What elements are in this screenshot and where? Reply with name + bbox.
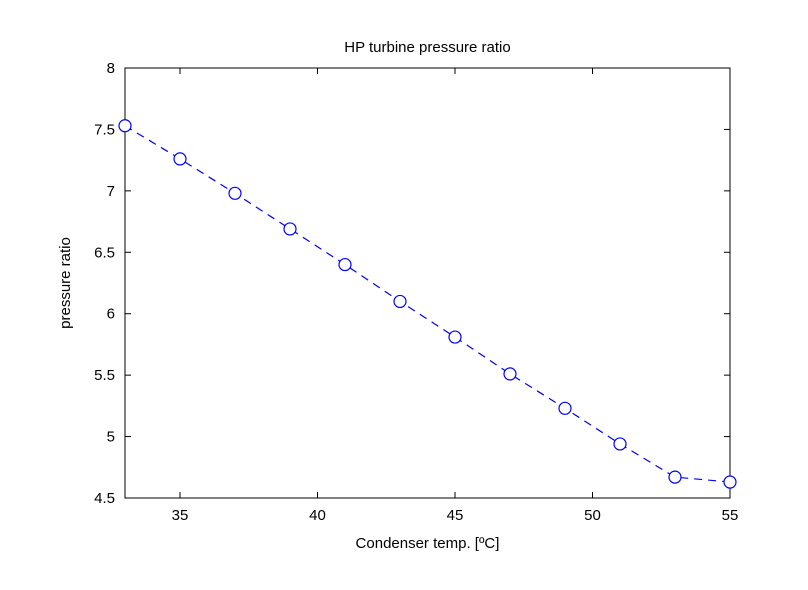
data-marker: [614, 438, 626, 450]
x-tick-label: 50: [584, 507, 601, 524]
data-marker: [339, 259, 351, 271]
data-marker: [504, 368, 516, 380]
data-marker: [174, 153, 186, 165]
data-marker: [229, 187, 241, 199]
x-tick-label: 35: [172, 507, 189, 524]
y-tick-label: 5: [107, 429, 115, 446]
x-axis-label: Condenser temp. [ºC]: [356, 535, 500, 552]
data-marker: [394, 295, 406, 307]
data-marker: [284, 223, 296, 235]
data-marker: [669, 471, 681, 483]
y-tick-label: 4.5: [94, 490, 115, 507]
y-tick-label: 8: [107, 60, 115, 77]
y-tick-label: 7.5: [94, 121, 115, 138]
data-marker: [449, 331, 461, 343]
data-marker: [119, 120, 131, 132]
chart-container: { "chart": { "type": "line", "title": "H…: [0, 0, 808, 590]
y-axis-label: pressure ratio: [57, 237, 74, 329]
plot-area-box: [125, 68, 730, 498]
y-tick-label: 6: [107, 306, 115, 323]
y-tick-label: 7: [107, 183, 115, 200]
x-tick-label: 55: [722, 507, 739, 524]
x-tick-label: 45: [447, 507, 464, 524]
data-marker: [559, 402, 571, 414]
line-chart: 35 40 45 50 55 4.5 5 5.5 6 6.5 7 7.5 8 HP turbine pre…: [0, 0, 808, 590]
y-tick-label: 6.5: [94, 244, 115, 261]
chart-title: HP turbine pressure ratio: [344, 39, 510, 56]
y-tick-label: 5.5: [94, 367, 115, 384]
data-marker: [724, 476, 736, 488]
x-tick-label: 40: [309, 507, 326, 524]
